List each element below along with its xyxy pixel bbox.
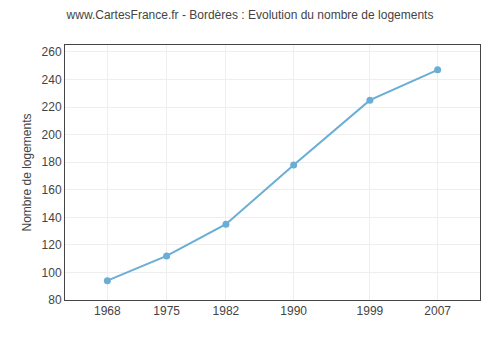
svg-text:240: 240 xyxy=(42,73,62,87)
svg-text:100: 100 xyxy=(42,266,62,280)
svg-text:160: 160 xyxy=(42,183,62,197)
svg-text:80: 80 xyxy=(48,293,62,307)
svg-text:Nombre de logements: Nombre de logements xyxy=(20,113,34,231)
svg-text:260: 260 xyxy=(42,45,62,59)
svg-text:220: 220 xyxy=(42,100,62,114)
svg-text:2007: 2007 xyxy=(424,304,451,318)
svg-text:200: 200 xyxy=(42,128,62,142)
svg-text:140: 140 xyxy=(42,211,62,225)
svg-text:180: 180 xyxy=(42,155,62,169)
svg-text:1990: 1990 xyxy=(280,304,307,318)
svg-text:120: 120 xyxy=(42,238,62,252)
svg-text:www.CartesFrance.fr - Bordères: www.CartesFrance.fr - Bordères : Evoluti… xyxy=(66,8,434,22)
svg-text:1968: 1968 xyxy=(94,304,121,318)
svg-text:1999: 1999 xyxy=(357,304,384,318)
svg-text:1982: 1982 xyxy=(213,304,240,318)
svg-text:1975: 1975 xyxy=(153,304,180,318)
